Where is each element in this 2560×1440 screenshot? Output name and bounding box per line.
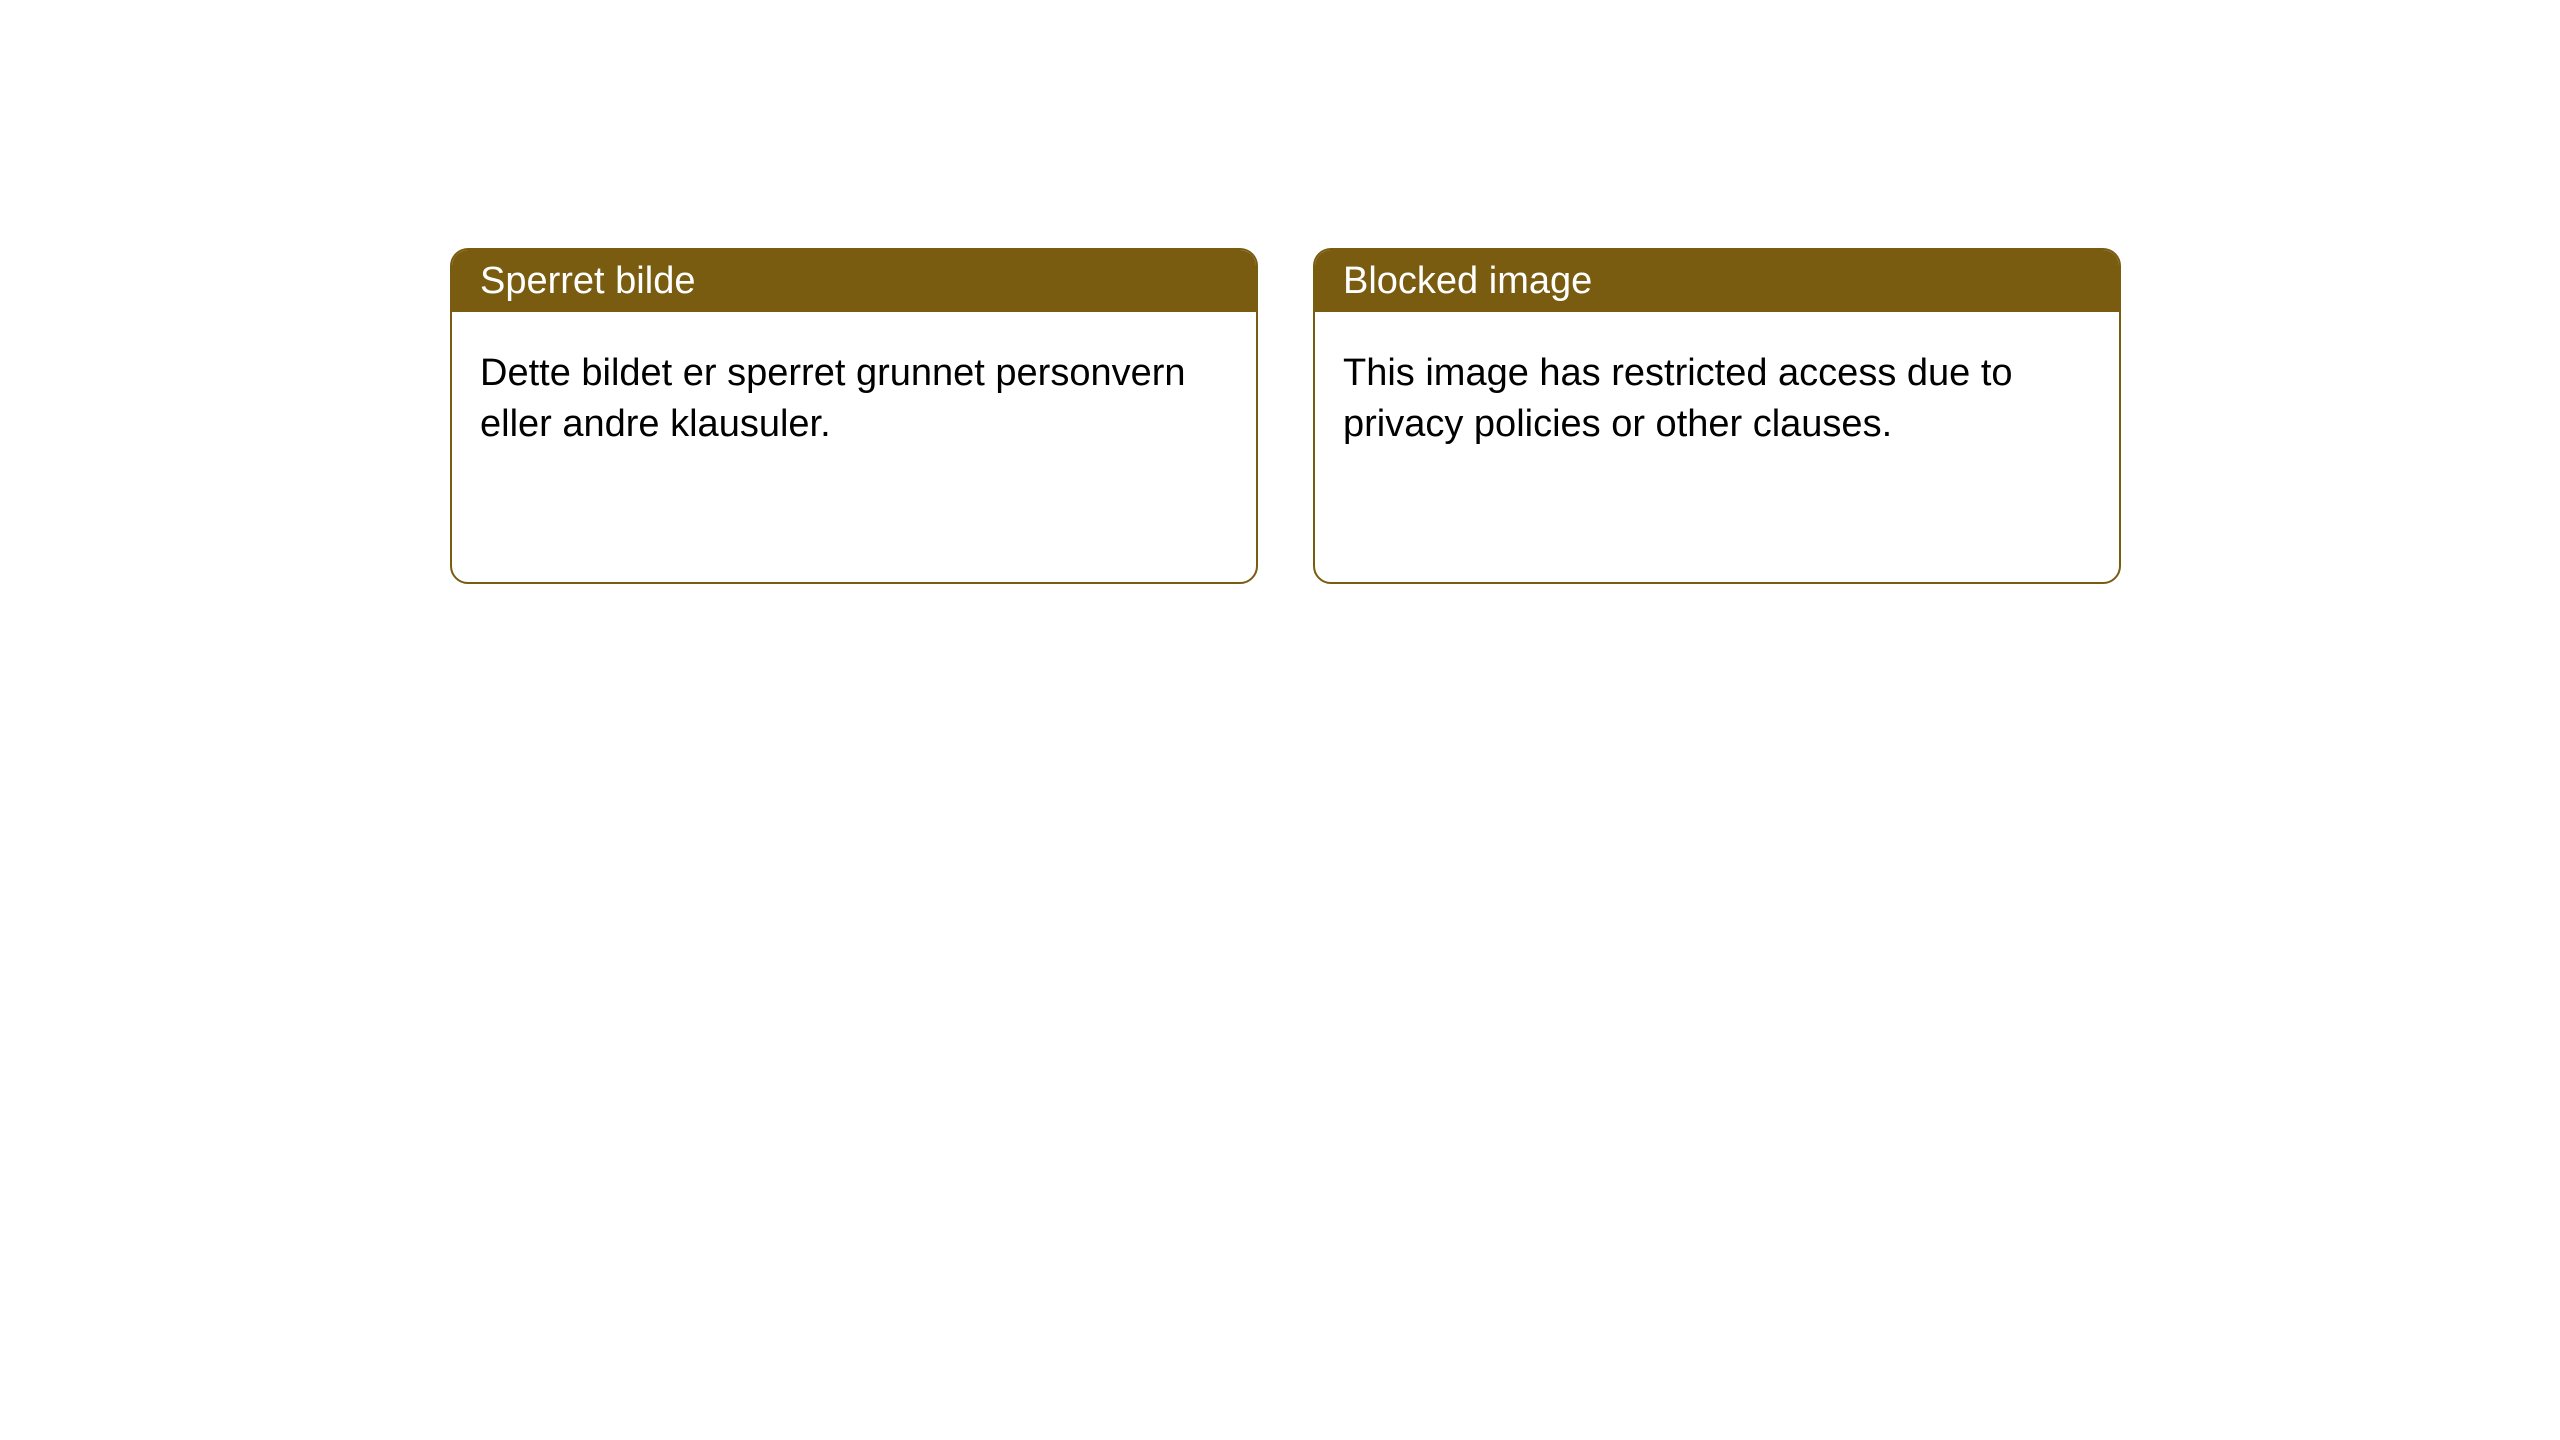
cards-container: Sperret bilde Dette bildet er sperret gr… — [0, 0, 2560, 584]
card-title: Sperret bilde — [480, 260, 695, 303]
card-body: This image has restricted access due to … — [1315, 312, 2119, 487]
blocked-image-card-no: Sperret bilde Dette bildet er sperret gr… — [450, 248, 1258, 584]
card-body-text: This image has restricted access due to … — [1343, 352, 2013, 445]
blocked-image-card-en: Blocked image This image has restricted … — [1313, 248, 2121, 584]
card-header: Sperret bilde — [452, 250, 1256, 312]
card-body-text: Dette bildet er sperret grunnet personve… — [480, 352, 1186, 445]
card-body: Dette bildet er sperret grunnet personve… — [452, 312, 1256, 487]
card-header: Blocked image — [1315, 250, 2119, 312]
card-title: Blocked image — [1343, 260, 1592, 303]
